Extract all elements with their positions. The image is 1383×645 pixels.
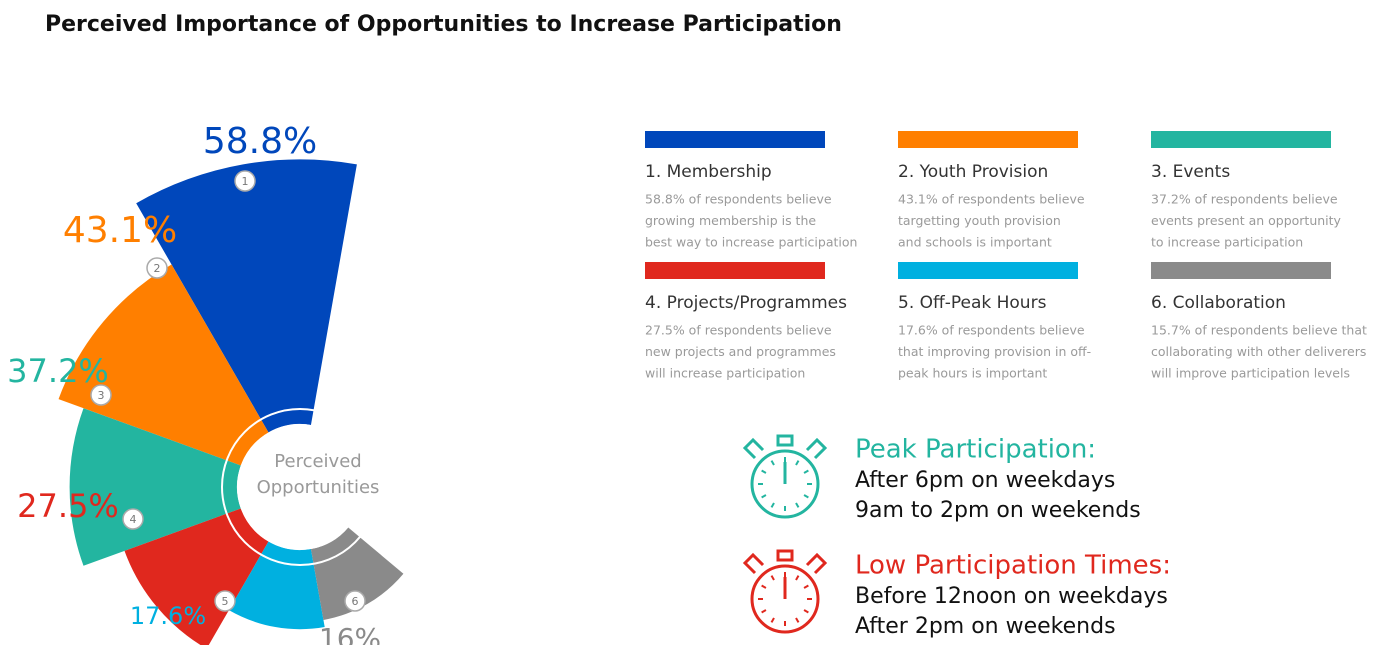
legend-swatch: [645, 262, 825, 279]
legend-swatch: [645, 131, 825, 148]
legend-title: 4. Projects/Programmes: [645, 293, 847, 313]
stopwatch-tick: [795, 502, 800, 508]
marker-label: 5: [222, 595, 229, 608]
note-line: Before 12noon on weekdays: [855, 584, 1168, 609]
stopwatch-tick: [795, 617, 800, 623]
marker-label: 1: [242, 175, 249, 188]
marker-label: 2: [154, 262, 161, 275]
stopwatch-tick: [761, 609, 767, 614]
legend-description: and schools is important: [898, 235, 1052, 250]
center-label: Opportunities: [257, 477, 380, 498]
legend-description: will increase participation: [645, 366, 805, 381]
legend-description: events present an opportunity: [1151, 213, 1342, 228]
legend-description: that improving provision in off-: [898, 344, 1091, 359]
legend-description: 15.7% of respondents believe that: [1151, 323, 1367, 338]
stopwatch-icon: [742, 549, 828, 634]
legend-description: new projects and programmes: [645, 344, 836, 359]
marker-circle: [214, 590, 236, 612]
legend-description: peak hours is important: [898, 366, 1047, 381]
stopwatch-buttons: [742, 552, 828, 575]
stopwatch-tick: [803, 584, 809, 589]
marker-circle: [146, 257, 168, 279]
stopwatch-face: [750, 564, 820, 634]
legend-description: will improve participation levels: [1151, 366, 1350, 381]
stopwatch-tick: [770, 575, 775, 581]
marker-circle: [122, 508, 144, 530]
legend-description: growing membership is the: [645, 213, 816, 228]
legend-description: to increase participation: [1151, 235, 1303, 250]
note-title: Peak Participation:: [855, 435, 1096, 465]
stopwatch-tick: [803, 609, 809, 614]
stopwatch-tick: [761, 494, 767, 499]
stopwatch-tick: [803, 494, 809, 499]
stopwatch-tick: [761, 584, 767, 589]
stopwatch-tick: [795, 575, 800, 581]
legend-description: 58.8% of respondents believe: [645, 192, 832, 207]
stopwatch-buttons: [742, 437, 828, 460]
radial-bar: [136, 159, 357, 433]
center-label: Perceived: [274, 451, 361, 472]
legend-title: 5. Off-Peak Hours: [898, 293, 1047, 313]
value-label: 17.6%: [130, 602, 206, 630]
note-line: 9am to 2pm on weekends: [855, 498, 1141, 523]
marker-circle: [90, 384, 112, 406]
value-label: 27.5%: [17, 487, 119, 525]
stopwatch-tick: [761, 469, 767, 474]
marker-label: 6: [352, 595, 359, 608]
radial-bar: [310, 527, 404, 620]
stopwatch-tick: [770, 617, 775, 623]
note-line: After 6pm on weekdays: [855, 468, 1115, 493]
value-label: 58.8%: [203, 121, 317, 162]
legend-description: 37.2% of respondents believe: [1151, 192, 1338, 207]
inner-ring: [221, 408, 379, 566]
note-line: After 2pm on weekends: [855, 614, 1116, 639]
stopwatch-icon: [742, 434, 828, 519]
stopwatch-tick: [803, 469, 809, 474]
marker-label: 4: [130, 513, 137, 526]
marker-label: 3: [98, 389, 105, 402]
legend-title: 2. Youth Provision: [898, 162, 1048, 182]
legend-description: targetting youth provision: [898, 213, 1061, 228]
radial-bar: [69, 408, 241, 566]
legend-description: 27.5% of respondents believe: [645, 323, 832, 338]
stopwatch-crown: [776, 549, 794, 562]
chart-title: Perceived Importance of Opportunities to…: [45, 12, 842, 37]
stopwatch-tick: [795, 460, 800, 466]
marker-circle: [344, 590, 366, 612]
radial-bar: [124, 508, 269, 645]
note-title: Low Participation Times:: [855, 551, 1171, 581]
legend-title: 6. Collaboration: [1151, 293, 1286, 313]
radial-bar: [228, 541, 325, 630]
legend-swatch: [1151, 262, 1331, 279]
legend-description: 17.6% of respondents believe: [898, 323, 1085, 338]
legend-description: best way to increase participation: [645, 235, 857, 250]
value-label: 37.2%: [7, 352, 109, 390]
legend-title: 1. Membership: [645, 162, 772, 182]
inner-hole: [237, 424, 363, 550]
legend-swatch: [898, 262, 1078, 279]
stopwatch-tick: [770, 460, 775, 466]
legend-title: 3. Events: [1151, 162, 1230, 182]
value-label: 16%: [319, 622, 381, 645]
legend-swatch: [898, 131, 1078, 148]
marker-circle: [234, 170, 256, 192]
radial-bar: [58, 264, 269, 466]
legend-description: collaborating with other deliverers: [1151, 344, 1366, 359]
legend-swatch: [1151, 131, 1331, 148]
legend-description: 43.1% of respondents believe: [898, 192, 1085, 207]
stopwatch-crown: [776, 434, 794, 447]
value-label: 43.1%: [63, 210, 177, 251]
stopwatch-tick: [770, 502, 775, 508]
stopwatch-face: [750, 449, 820, 519]
